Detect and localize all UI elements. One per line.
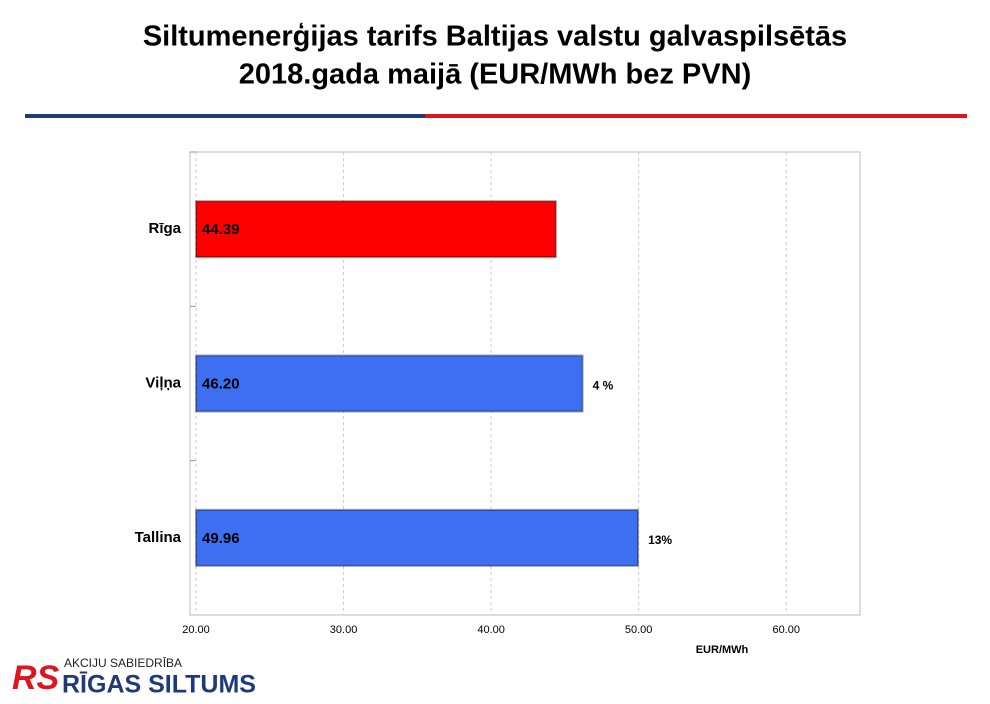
bar: [195, 508, 640, 567]
logo-mark: RS: [12, 659, 60, 697]
x-tick-label: 50.00: [625, 624, 653, 636]
y-tick-label: Viļņa: [145, 374, 181, 391]
bar: [195, 200, 557, 259]
x-tick-label: 20.00: [182, 624, 210, 636]
title-line: 2018.gada maijā (EUR/MWh bez PVN): [239, 59, 751, 91]
value-label: 44.39: [202, 221, 240, 238]
value-label: 49.96: [202, 530, 240, 547]
logo-subtitle: AKCIJU SABIEDRĪBA: [64, 656, 182, 670]
x-tick-label: 60.00: [772, 624, 800, 636]
y-tick-label: Tallina: [135, 529, 182, 546]
bar-note: 13%: [648, 533, 672, 547]
bar: [195, 354, 584, 413]
value-label: 46.20: [202, 375, 240, 392]
x-tick-label: 30.00: [330, 624, 358, 636]
y-tick-label: Rīga: [148, 220, 181, 237]
x-axis-label: EUR/MWh: [696, 644, 749, 656]
title-line: Siltumenerģijas tarifs Baltijas valstu g…: [143, 21, 847, 53]
bar-note: 4 %: [593, 379, 614, 393]
logo-name: RĪGAS SILTUMS: [62, 671, 256, 699]
x-tick-label: 40.00: [477, 624, 505, 636]
